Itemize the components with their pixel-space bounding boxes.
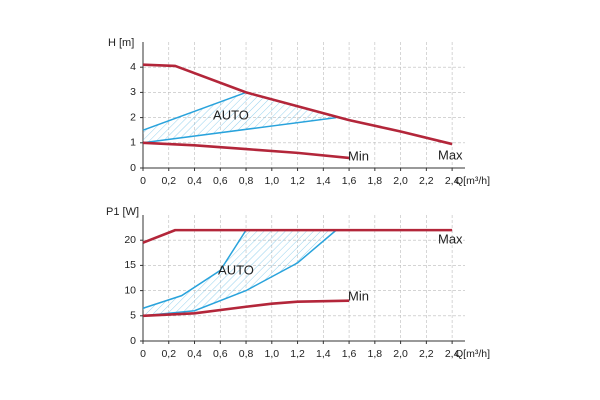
x-tick-label: 2,4 — [445, 348, 460, 360]
y-axis-label: H [m] — [108, 37, 134, 49]
auto-line — [142, 91, 247, 131]
x-tick-label: 1,2 — [290, 175, 305, 187]
panel: 0 0,2 0,4 0,6 0,8 1,0 1,2 1,4 1,6 1,8 2,0 2,2 2,4 0 5 1… — [106, 206, 490, 360]
auto-zone-hatch — [143, 230, 337, 316]
y-tick-label: 0 — [130, 162, 136, 174]
x-tick-label: 0,8 — [239, 348, 254, 360]
y-tick-label: 10 — [124, 284, 136, 296]
x-tick-label: 0,6 — [213, 175, 228, 187]
y-tick-label: 20 — [124, 234, 136, 246]
y-tick-label: 3 — [130, 86, 136, 98]
x-tick-label: 1,4 — [316, 348, 331, 360]
x-tick-label: 0,4 — [187, 348, 202, 360]
x-tick-label: 0 — [140, 175, 146, 187]
curve — [142, 63, 453, 146]
x-tick-label: 1,8 — [368, 348, 383, 360]
panel: 0 0,2 0,4 0,6 0,8 1,0 1,2 1,4 1,6 1,8 2,0 2,2 2,4 0 1 2… — [108, 37, 490, 187]
x-tick-label: 0,6 — [213, 348, 228, 360]
x-tick-label: 1,0 — [264, 175, 279, 187]
x-tick-label: 0,2 — [161, 348, 176, 360]
y-tick-label: 1 — [130, 137, 136, 149]
x-tick-label: 2,2 — [419, 175, 434, 187]
auto-label: AUTO — [213, 107, 249, 122]
y-axis-label: P1 [W] — [106, 206, 139, 218]
curve — [142, 299, 350, 318]
y-tick-label: 2 — [130, 111, 136, 123]
y-tick-label: 5 — [130, 310, 136, 322]
x-tick-label: 2,0 — [393, 348, 408, 360]
x-tick-label: 0,2 — [161, 175, 176, 187]
series-label: Min — [348, 148, 369, 163]
curve — [142, 141, 350, 160]
series-label: Max — [438, 147, 463, 162]
x-tick-label: 2,0 — [393, 175, 408, 187]
y-tick-label: 0 — [130, 335, 136, 347]
auto-label: AUTO — [218, 262, 254, 277]
x-axis-label: Q[m³/h] — [455, 175, 490, 187]
x-tick-label: 1,6 — [342, 175, 357, 187]
auto-line — [142, 229, 337, 317]
x-axis-label: Q[m³/h] — [455, 348, 490, 360]
curve — [142, 228, 453, 244]
x-tick-label: 0,8 — [239, 175, 254, 187]
y-tick-label: 15 — [124, 259, 136, 271]
series-label: Max — [438, 231, 463, 246]
x-tick-label: 0,4 — [187, 175, 202, 187]
auto-line — [142, 116, 337, 144]
x-tick-label: 2,4 — [445, 175, 460, 187]
auto-line — [142, 229, 247, 309]
x-tick-label: 2,2 — [419, 348, 434, 360]
x-tick-label: 1,8 — [368, 175, 383, 187]
x-tick-label: 1,2 — [290, 348, 305, 360]
x-tick-label: 1,0 — [264, 348, 279, 360]
x-tick-label: 1,6 — [342, 348, 357, 360]
series-label: Min — [348, 288, 369, 303]
y-tick-label: 4 — [130, 61, 136, 73]
x-tick-label: 1,4 — [316, 175, 331, 187]
x-tick-label: 0 — [140, 348, 146, 360]
